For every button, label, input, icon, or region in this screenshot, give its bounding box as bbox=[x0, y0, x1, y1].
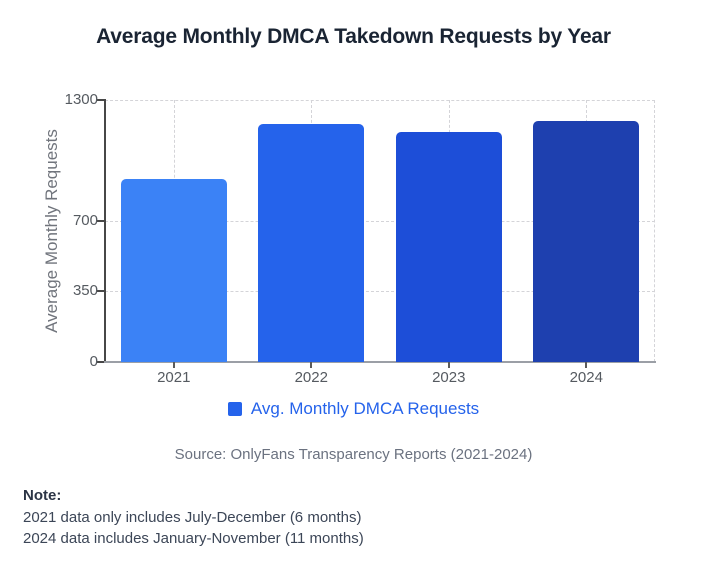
gridline-horizontal bbox=[105, 291, 655, 293]
y-tick-label: 0 bbox=[89, 353, 98, 370]
legend: Avg. Monthly DMCA Requests bbox=[0, 399, 707, 419]
chart-title: Average Monthly DMCA Takedown Requests b… bbox=[96, 25, 611, 48]
gridline-horizontal bbox=[105, 220, 655, 222]
note-block: Note: 2021 data only includes July-Decem… bbox=[23, 485, 364, 550]
y-tick-label: 350 bbox=[72, 282, 98, 300]
bar-chart: Average Monthly Requests 0 350 700 1300 2021… bbox=[42, 91, 656, 386]
bar-2023 bbox=[395, 132, 502, 362]
bar-2021 bbox=[120, 179, 227, 362]
bar-2022 bbox=[258, 123, 365, 362]
source-caption: Source: OnlyFans Transparency Reports (2… bbox=[174, 446, 533, 463]
y-axis-title: Average Monthly Requests bbox=[42, 129, 61, 333]
legend-label: Avg. Monthly DMCA Requests bbox=[250, 399, 480, 418]
note-line-1: 2021 data only includes July-December (6… bbox=[23, 508, 362, 526]
x-tick-label: 2024 bbox=[569, 369, 603, 386]
y-tick-mark bbox=[97, 290, 104, 293]
y-tick-mark bbox=[97, 219, 104, 222]
y-axis-line bbox=[104, 99, 106, 363]
x-tick-mark bbox=[172, 362, 175, 368]
x-axis-line bbox=[104, 361, 656, 363]
y-tick-mark bbox=[97, 99, 104, 101]
x-tick-label: 2021 bbox=[157, 369, 191, 386]
x-tick-label: 2023 bbox=[432, 369, 466, 386]
gridline-vertical-right bbox=[654, 100, 655, 362]
bar-2024 bbox=[533, 120, 640, 362]
y-tick-mark bbox=[97, 361, 104, 363]
x-tick-mark bbox=[585, 362, 588, 368]
note-heading: Note: bbox=[23, 487, 62, 504]
x-tick-mark bbox=[310, 362, 313, 368]
gridline-horizontal bbox=[105, 100, 655, 101]
legend-swatch bbox=[227, 402, 242, 416]
x-tick-label: 2022 bbox=[294, 369, 328, 386]
y-tick-label: 700 bbox=[72, 211, 98, 229]
y-tick-label: 1300 bbox=[64, 91, 98, 108]
plot-area bbox=[105, 100, 655, 362]
note-line-2: 2024 data includes January-November (11 … bbox=[23, 530, 364, 547]
x-tick-mark bbox=[447, 362, 450, 368]
